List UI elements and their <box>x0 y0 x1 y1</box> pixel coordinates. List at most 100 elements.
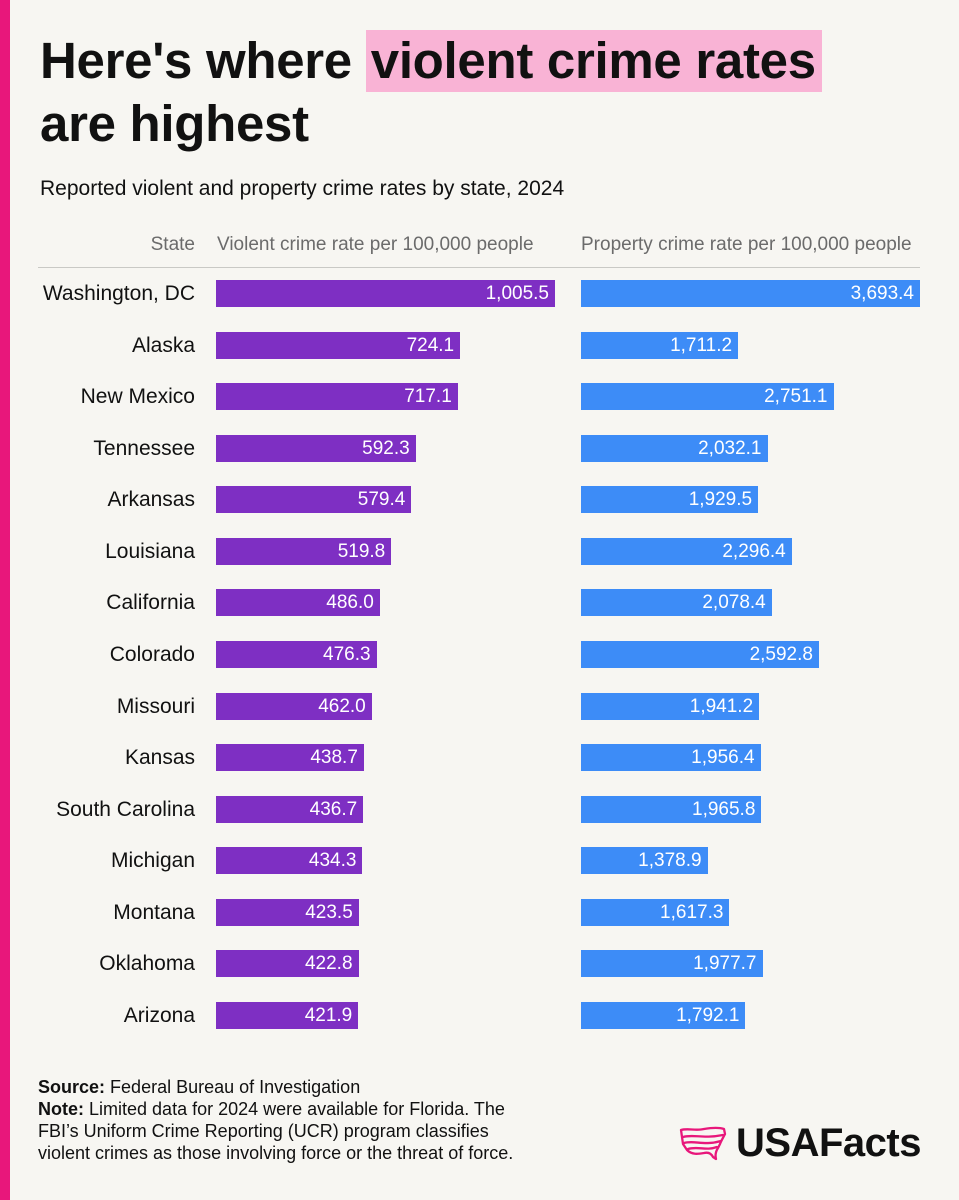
violent-value-label-alaska: 724.1 <box>406 334 455 356</box>
violent-value-label-louisiana: 519.8 <box>337 540 386 562</box>
property-value-label-california: 2,078.4 <box>702 592 766 614</box>
violent-bar-oklahoma: 422.8 <box>216 950 359 978</box>
state-label-louisiana: Louisiana <box>105 539 195 563</box>
state-label-colorado: Colorado <box>109 642 195 666</box>
property-bar-michigan: 1,378.9 <box>581 847 708 875</box>
state-label-tennessee: Tennessee <box>93 436 195 460</box>
title-tail: are highest <box>40 95 309 152</box>
state-label-michigan: Michigan <box>110 849 195 873</box>
violent-value-label-arkansas: 579.4 <box>357 489 406 511</box>
violent-bar-arkansas: 579.4 <box>216 486 412 514</box>
violent-bar-michigan: 434.3 <box>216 847 363 875</box>
property-bar-arizona: 1,792.1 <box>581 1001 746 1029</box>
property-bar-south-carolina: 1,965.8 <box>581 795 762 823</box>
property-value-label-tennessee: 2,032.1 <box>698 437 762 459</box>
note-line: violent crimes as those involving force … <box>38 1142 513 1164</box>
property-value-label-montana: 1,617.3 <box>660 901 724 923</box>
column-header-property: Property crime rate per 100,000 people <box>581 234 912 255</box>
state-label-alaska: Alaska <box>131 333 195 357</box>
property-value-label-south-carolina: 1,965.8 <box>692 798 756 820</box>
violent-bar-montana: 423.5 <box>216 898 359 926</box>
violent-value-label-colorado: 476.3 <box>323 643 371 665</box>
violent-bar-louisiana: 519.8 <box>216 537 392 565</box>
property-value-label-new-mexico: 2,751.1 <box>764 386 828 408</box>
property-value-label-michigan: 1,378.9 <box>638 850 702 872</box>
property-bar-arkansas: 1,929.5 <box>581 486 759 514</box>
property-bar-missouri: 1,941.2 <box>581 692 760 720</box>
violent-bar-colorado: 476.3 <box>216 640 377 668</box>
accent-stripe <box>0 0 10 1200</box>
chart-subtitle: Reported violent and property crime rate… <box>40 177 565 200</box>
property-value-label-oklahoma: 1,977.7 <box>693 953 757 975</box>
title-lead: Here's where <box>40 32 352 89</box>
violent-bar-kansas: 438.7 <box>216 744 364 772</box>
violent-value-label-missouri: 462.0 <box>318 695 366 717</box>
state-label-arizona: Arizona <box>123 1003 195 1027</box>
source-label: Source: <box>38 1077 106 1097</box>
usafacts-logo: USAFacts <box>678 1120 921 1166</box>
violent-bar-arizona: 421.9 <box>216 1001 359 1029</box>
title-highlight: violent crime rates <box>365 30 822 92</box>
property-bar-california: 2,078.4 <box>581 589 772 617</box>
property-bar-colorado: 2,592.8 <box>581 640 819 668</box>
violent-value-label-washington-dc: 1,005.5 <box>485 283 549 304</box>
note-label: Note: <box>38 1099 84 1119</box>
usa-map-icon <box>679 1126 727 1161</box>
property-value-label-arkansas: 1,929.5 <box>688 489 753 511</box>
source-text: Federal Bureau of Investigation <box>110 1077 361 1097</box>
violent-value-label-new-mexico: 717.1 <box>404 386 452 408</box>
column-header-state: State <box>150 234 195 255</box>
property-bar-kansas: 1,956.4 <box>581 744 761 772</box>
note-text: FBI’s Uniform Crime Reporting (UCR) prog… <box>38 1121 489 1141</box>
column-header-violent: Violent crime rate per 100,000 people <box>217 234 534 255</box>
state-label-arkansas: Arkansas <box>107 488 195 512</box>
violent-value-label-tennessee: 592.3 <box>362 437 410 459</box>
note-text: Limited data for 2024 were available for… <box>89 1099 505 1119</box>
source-line: Source: Federal Bureau of Investigation <box>38 1076 513 1098</box>
property-bar-louisiana: 2,296.4 <box>581 537 792 565</box>
state-label-washington-dc: Washington, DC <box>42 282 195 305</box>
violent-value-label-michigan: 434.3 <box>308 850 357 872</box>
logo-wordmark: USAFacts <box>736 1121 921 1165</box>
violent-bar-alaska: 724.1 <box>216 331 461 359</box>
property-bar-oklahoma: 1,977.7 <box>581 950 763 978</box>
note-line: FBI’s Uniform Crime Reporting (UCR) prog… <box>38 1120 513 1142</box>
violent-value-label-california: 486.0 <box>326 592 374 614</box>
state-label-oklahoma: Oklahoma <box>99 952 195 976</box>
note-line: Note: Limited data for 2024 were availab… <box>38 1098 513 1120</box>
property-bar-alaska: 1,711.2 <box>581 331 739 359</box>
property-value-label-kansas: 1,956.4 <box>691 747 755 769</box>
property-bar-washington-dc: 3,693.4 <box>581 280 920 307</box>
state-label-south-carolina: South Carolina <box>56 797 195 821</box>
note-text: violent crimes as those involving force … <box>38 1143 514 1163</box>
property-value-label-louisiana: 2,296.4 <box>722 540 786 562</box>
violent-value-label-arizona: 421.9 <box>304 1004 353 1026</box>
state-label-missouri: Missouri <box>116 694 195 718</box>
violent-value-label-montana: 423.5 <box>305 901 353 923</box>
violent-value-label-oklahoma: 422.8 <box>304 953 353 975</box>
property-bar-tennessee: 2,032.1 <box>581 434 768 462</box>
header-divider <box>38 267 920 268</box>
violent-value-label-kansas: 438.7 <box>310 747 358 769</box>
state-label-new-mexico: New Mexico <box>80 385 195 409</box>
property-value-label-washington-dc: 3,693.4 <box>850 283 914 304</box>
state-label-california: California <box>106 591 195 615</box>
property-bar-new-mexico: 2,751.1 <box>581 383 834 411</box>
violent-bar-california: 486.0 <box>216 589 380 617</box>
property-value-label-arizona: 1,792.1 <box>676 1004 740 1026</box>
property-value-label-alaska: 1,711.2 <box>670 334 733 356</box>
violent-value-label-south-carolina: 436.7 <box>309 798 358 820</box>
violent-bar-tennessee: 592.3 <box>216 434 416 462</box>
property-bar-montana: 1,617.3 <box>581 898 730 926</box>
chart-footer: Source: Federal Bureau of Investigation … <box>38 1076 513 1164</box>
state-label-kansas: Kansas <box>124 746 195 770</box>
violent-bar-missouri: 462.0 <box>216 692 372 720</box>
chart-title: Here's where violent crime rates are high… <box>40 29 940 155</box>
violent-bar-washington-dc: 1,005.5 <box>216 280 555 307</box>
state-label-montana: Montana <box>113 900 195 924</box>
violent-bar-new-mexico: 717.1 <box>216 383 458 411</box>
property-value-label-colorado: 2,592.8 <box>749 643 813 665</box>
property-value-label-missouri: 1,941.2 <box>689 695 754 717</box>
violent-bar-south-carolina: 436.7 <box>216 795 364 823</box>
